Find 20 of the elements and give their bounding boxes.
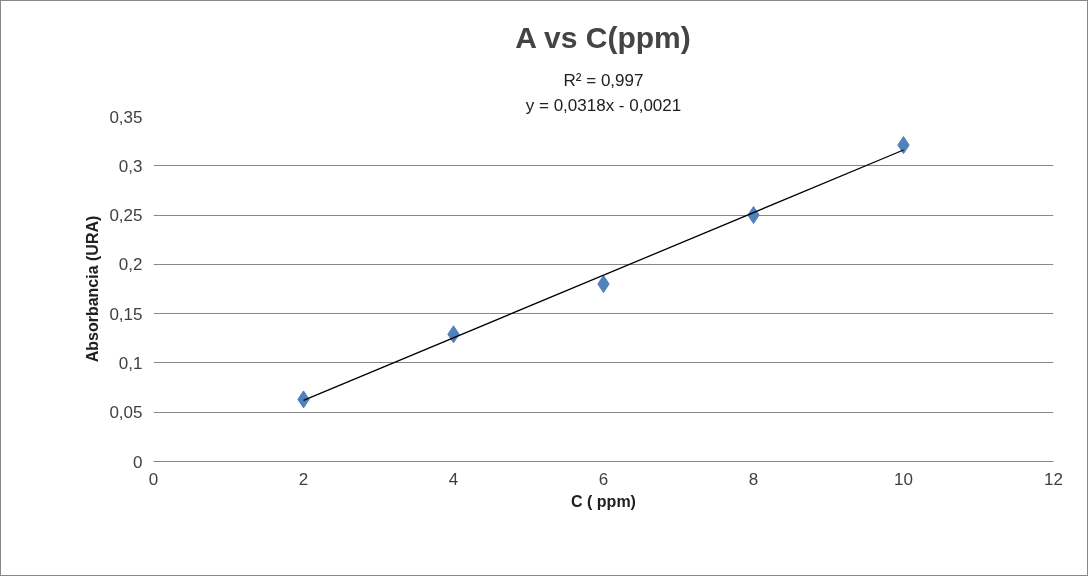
y-tick-label: 0,25 <box>109 206 143 226</box>
x-tick-label: 4 <box>448 469 459 489</box>
y-tick-label: 0,3 <box>118 156 143 176</box>
y-tick-label: 0,1 <box>118 353 143 373</box>
x-tick-label: 2 <box>298 469 309 489</box>
x-tick-label: 8 <box>748 469 759 489</box>
text: y = 0,0318x - 0,0021 <box>525 95 682 115</box>
x-tick-label: 10 <box>894 469 913 489</box>
y-tick-label: 0,35 <box>109 107 143 127</box>
x-tick-label: 12 <box>1044 469 1063 489</box>
y-tick-label: 0 <box>133 452 143 472</box>
x-axis-title: C ( ppm) <box>571 492 636 510</box>
x-tick-label: 0 <box>148 469 159 489</box>
text: R² = 0,997 <box>563 70 644 90</box>
x-tick-label: 6 <box>598 469 609 489</box>
y-axis-title: Absorbancia (URA) <box>84 215 102 363</box>
y-tick-label: 0,05 <box>109 403 143 423</box>
chart-title: A vs C(ppm) <box>515 21 691 54</box>
y-tick-label: 0,2 <box>118 255 143 275</box>
y-tick-label: 0,15 <box>109 304 143 324</box>
